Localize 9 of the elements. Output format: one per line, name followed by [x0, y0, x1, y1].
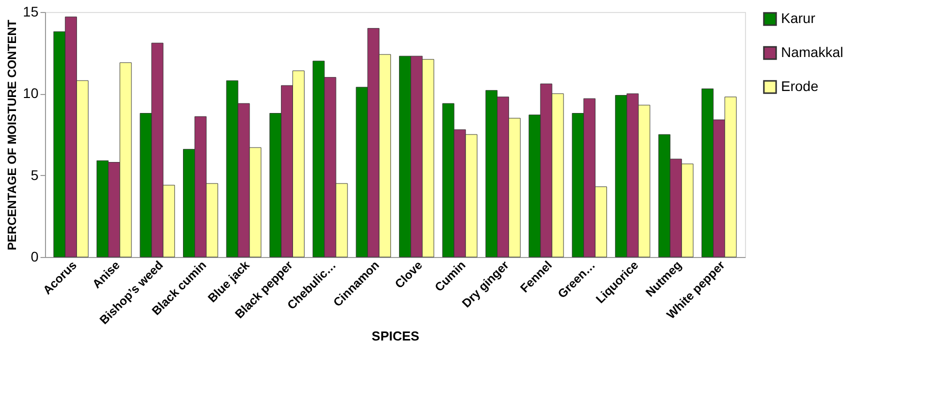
y-tick-label: 10 — [22, 85, 39, 102]
y-axis-title: PERCENTAGE OF MOISTURE CONTENT — [4, 19, 19, 250]
x-axis-title: SPICES — [372, 328, 420, 344]
legend-label: Namakkal — [781, 44, 844, 60]
y-tick-label: 5 — [30, 166, 39, 183]
legend-label: Karur — [781, 10, 816, 26]
y-tick-label: 0 — [30, 248, 39, 264]
legend-label: Erode — [781, 78, 819, 94]
y-tick-label: 15 — [22, 4, 39, 20]
